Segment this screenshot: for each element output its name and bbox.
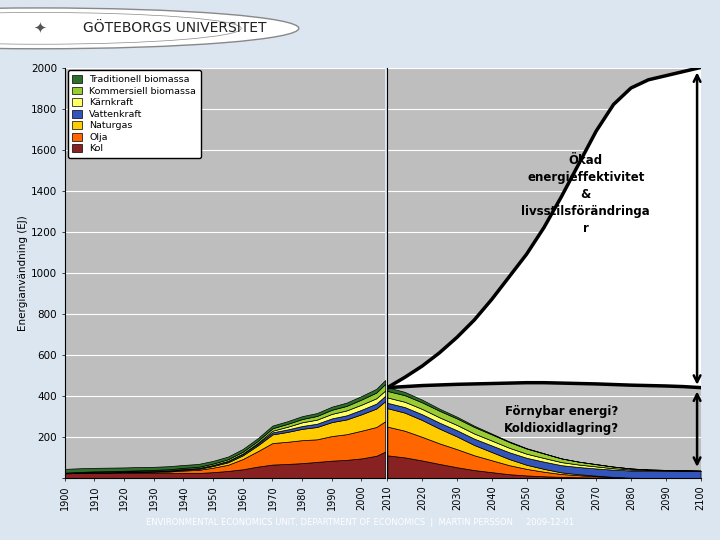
Text: GÖTEBORGS UNIVERSITET: GÖTEBORGS UNIVERSITET (83, 22, 266, 35)
Circle shape (0, 8, 299, 49)
Text: Förnybar energi?
Koldioxidlagring?: Förnybar energi? Koldioxidlagring? (504, 406, 619, 435)
Legend: Traditionell biomassa, Kommersiell biomassa, Kärnkraft, Vattenkraft, Naturgas, O: Traditionell biomassa, Kommersiell bioma… (68, 70, 201, 158)
Y-axis label: Energianvändning (EJ): Energianvändning (EJ) (18, 215, 28, 330)
Text: ENVIRONMENTAL ECONOMICS UNIT, DEPARTMENT OF ECONOMICS  |  MARTIN PERSSON     200: ENVIRONMENTAL ECONOMICS UNIT, DEPARTMENT… (146, 518, 574, 527)
Text: ✦: ✦ (33, 21, 46, 36)
Text: Ökad
energieffektivitet
&
livsstilsförändringa
r: Ökad energieffektivitet & livsstilsförän… (521, 154, 650, 235)
